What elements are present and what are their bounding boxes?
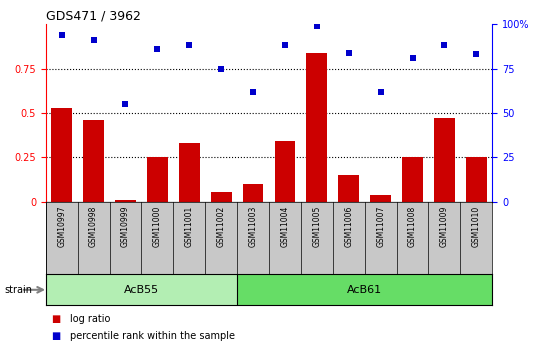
Text: GSM11009: GSM11009 xyxy=(440,206,449,247)
Text: AcB61: AcB61 xyxy=(347,285,383,295)
Text: GSM11005: GSM11005 xyxy=(313,206,321,247)
Point xyxy=(89,37,98,43)
Point xyxy=(344,50,353,55)
Text: log ratio: log ratio xyxy=(70,314,110,324)
Bar xyxy=(466,157,487,202)
Point xyxy=(121,101,130,107)
Text: GSM11002: GSM11002 xyxy=(217,206,225,247)
Text: ■: ■ xyxy=(51,314,60,324)
Bar xyxy=(237,274,492,305)
Point xyxy=(408,55,417,61)
Text: GSM10998: GSM10998 xyxy=(89,206,98,247)
Bar xyxy=(243,184,264,202)
Bar xyxy=(115,200,136,202)
Bar xyxy=(307,52,327,202)
Bar xyxy=(46,274,237,305)
Point xyxy=(472,52,480,57)
Text: AcB55: AcB55 xyxy=(124,285,159,295)
Bar xyxy=(434,118,455,202)
Bar xyxy=(211,192,231,202)
Point xyxy=(313,23,321,29)
Text: ■: ■ xyxy=(51,332,60,341)
Bar xyxy=(83,120,104,202)
Text: percentile rank within the sample: percentile rank within the sample xyxy=(70,332,235,341)
Bar xyxy=(147,157,168,202)
Text: GSM11010: GSM11010 xyxy=(472,206,481,247)
Text: GSM11001: GSM11001 xyxy=(185,206,194,247)
Text: GSM10997: GSM10997 xyxy=(57,206,66,247)
Point xyxy=(58,32,66,38)
Text: strain: strain xyxy=(4,285,32,295)
Bar xyxy=(179,143,200,202)
Text: GSM11006: GSM11006 xyxy=(344,206,353,247)
Bar xyxy=(51,108,72,202)
Text: GSM11008: GSM11008 xyxy=(408,206,417,247)
Point xyxy=(440,43,449,48)
Point xyxy=(249,89,257,95)
Text: GDS471 / 3962: GDS471 / 3962 xyxy=(46,10,140,23)
Point xyxy=(281,43,289,48)
Point xyxy=(185,43,194,48)
Text: GSM11003: GSM11003 xyxy=(249,206,258,247)
Text: GSM11000: GSM11000 xyxy=(153,206,162,247)
Point xyxy=(153,46,161,52)
Point xyxy=(217,66,225,71)
Text: GSM11004: GSM11004 xyxy=(280,206,289,247)
Bar xyxy=(338,175,359,202)
Bar xyxy=(402,157,423,202)
Text: GSM11007: GSM11007 xyxy=(376,206,385,247)
Point xyxy=(376,89,385,95)
Bar xyxy=(370,195,391,202)
Bar xyxy=(274,141,295,202)
Text: GSM10999: GSM10999 xyxy=(121,206,130,247)
